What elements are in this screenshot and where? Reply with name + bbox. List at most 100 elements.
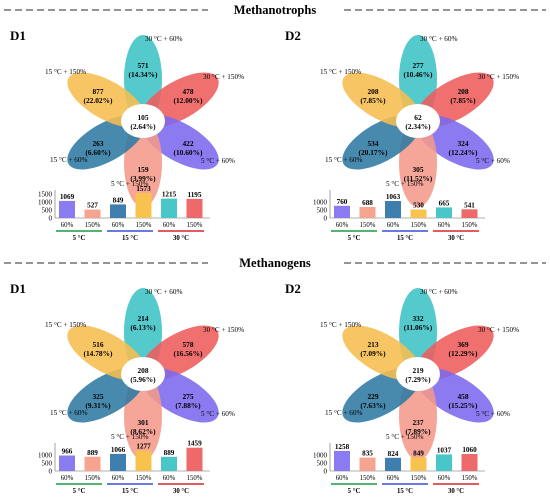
group-label: 15 °C [122, 488, 138, 495]
core-percent: (5.96%) [130, 375, 156, 384]
bar-category-label: 150% [462, 475, 478, 482]
petal-count: 877 [92, 87, 103, 96]
core-circle [121, 357, 165, 391]
petal-percent: (16.56%) [174, 349, 203, 358]
bar-category-label: 60% [438, 475, 451, 482]
bar-category-label: 150% [187, 475, 203, 482]
bar-value-label: 1573 [136, 185, 151, 193]
bar-value-label: 1063 [386, 193, 401, 201]
panel-label: D2 [285, 281, 301, 296]
petal-label: 5 °C + 150% [111, 180, 148, 188]
bar-value-label: 966 [62, 448, 73, 456]
bar [436, 207, 452, 218]
group-label: 30 °C [448, 235, 464, 242]
petal-label: 15 °C + 60% [50, 409, 87, 417]
group-label: 5 °C [348, 235, 361, 242]
core-circle [396, 104, 440, 138]
petal-count: 324 [457, 139, 468, 148]
bar [161, 456, 177, 471]
bar-category-label: 150% [462, 222, 478, 229]
bar-value-label: 889 [164, 449, 175, 457]
bar-category-label: 60% [61, 475, 74, 482]
bar-value-label: 1195 [188, 191, 202, 199]
core-count: 105 [137, 113, 148, 122]
bar [385, 201, 401, 218]
petal-count: 534 [367, 139, 378, 148]
petal-label: 15 °C + 150% [320, 68, 361, 76]
petal-count: 422 [182, 139, 193, 148]
petal-label: 30 °C + 150% [203, 326, 244, 334]
petal-count: 208 [457, 87, 468, 96]
bar-value-label: 849 [113, 196, 124, 204]
bar [334, 205, 350, 218]
petal-percent: (20.17%) [359, 148, 388, 157]
y-tick-label: 500 [42, 207, 53, 215]
bar [84, 456, 101, 471]
y-tick-label: 0 [324, 215, 328, 223]
bar [461, 209, 478, 218]
bar [461, 454, 478, 471]
bar [359, 457, 376, 471]
petal-label: 5 °C + 60% [476, 410, 510, 418]
petal-label: 5 °C + 150% [386, 180, 423, 188]
petal-count: 275 [182, 392, 193, 401]
petal-label: 30 °C + 60% [420, 288, 457, 296]
bar-category-label: 150% [136, 475, 152, 482]
petal-count: 369 [457, 340, 468, 349]
bar-category-label: 150% [187, 222, 203, 229]
bar [110, 453, 126, 471]
bar-value-label: 889 [87, 449, 98, 457]
panel-label: D2 [285, 28, 301, 43]
bar-value-label: 1069 [60, 193, 75, 201]
bar [110, 204, 126, 218]
bar-value-label: 1258 [335, 443, 350, 451]
y-tick-label: 1000 [38, 199, 53, 207]
bar-value-label: 527 [87, 202, 98, 210]
petal-label: 5 °C + 60% [201, 157, 235, 165]
bar-category-label: 60% [112, 222, 125, 229]
core-count: 62 [414, 113, 422, 122]
petal-label: 5 °C + 60% [201, 410, 235, 418]
group-label: 5 °C [73, 488, 86, 495]
bar-category-label: 150% [136, 222, 152, 229]
y-tick-label: 0 [49, 215, 53, 223]
section-header: Methanogens [4, 256, 546, 270]
bar-category-label: 60% [387, 222, 400, 229]
y-tick-label: 1000 [313, 452, 328, 460]
bar [410, 457, 427, 471]
petal-count: 237 [412, 418, 423, 427]
petal-percent: (7.85%) [450, 96, 476, 105]
petal-percent: (6.13%) [130, 323, 156, 332]
petal-count: 516 [92, 340, 103, 349]
bar [334, 450, 350, 471]
bar-value-label: 1459 [187, 440, 202, 448]
petal-label: 5 °C + 150% [111, 433, 148, 441]
petal-percent: (7.63%) [360, 401, 386, 410]
petal-percent: (9.31%) [85, 401, 111, 410]
y-tick-label: 500 [42, 460, 53, 468]
section-header: Methanotrophs [4, 3, 546, 17]
group-label: 15 °C [397, 235, 413, 242]
bar-value-label: 1215 [162, 191, 177, 199]
bar [436, 454, 452, 471]
bar-category-label: 60% [336, 475, 349, 482]
petal-label: 15 °C + 150% [320, 321, 361, 329]
group-label: 30 °C [173, 488, 189, 495]
bar-category-label: 150% [360, 475, 376, 482]
petal-percent: (7.88%) [175, 401, 201, 410]
petal-label: 30 °C + 150% [478, 73, 519, 81]
petal-count: 213 [367, 340, 378, 349]
group-label: 30 °C [173, 235, 189, 242]
petal-percent: (10.46%) [404, 70, 433, 79]
bar-value-label: 1060 [462, 446, 477, 454]
petal-percent: (11.52%) [404, 174, 433, 183]
group-label: 30 °C [448, 488, 464, 495]
petal-label: 15 °C + 60% [50, 156, 87, 164]
bar [186, 447, 203, 471]
